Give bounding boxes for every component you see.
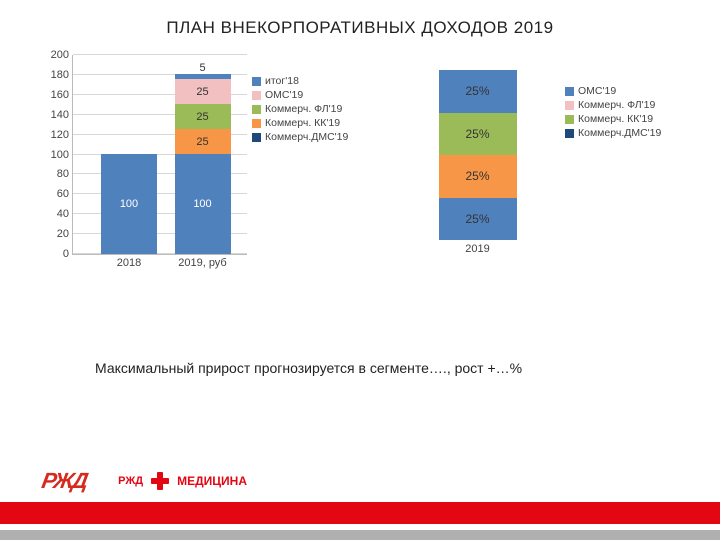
y-tick-label: 20 [57, 228, 73, 240]
chart1-legend: итог'18 ОМС'19 Коммерч. ФЛ'19 Коммерч. КК'1… [252, 75, 348, 145]
x-tick-label: 2019, руб [173, 254, 233, 269]
caption-text: Максимальный прирост прогнозируется в се… [95, 360, 522, 376]
bar-segment: 100 [101, 154, 157, 254]
logo-row: РЖД РЖД МЕДИЦИНА [42, 468, 247, 494]
med-logo-text2: МЕДИЦИНА [177, 474, 247, 488]
bar-segment: 25 [175, 79, 231, 104]
bar-segment: 25 [175, 129, 231, 154]
legend-item: итог'18 [252, 75, 348, 87]
legend-item: Коммерч.ДМС'19 [565, 127, 661, 139]
page-title: ПЛАН ВНЕКОРПОРАТИВНЫХ ДОХОДОВ 2019 [0, 0, 720, 38]
y-tick-label: 100 [51, 149, 73, 161]
chart2-plot: 201925%25%25%25% [400, 70, 555, 240]
y-tick-label: 180 [51, 69, 73, 81]
chart1-plot: 02040608010012014016018020020182019, руб… [72, 55, 247, 255]
y-tick-label: 120 [51, 129, 73, 141]
legend-item: Коммерч. КК'19 [565, 113, 661, 125]
legend-item: Коммерч. ФЛ'19 [565, 99, 661, 111]
bar-segment: 25% [439, 155, 517, 198]
legend-item: ОМС'19 [252, 89, 348, 101]
rzd-medicina-logo: РЖД МЕДИЦИНА [118, 470, 247, 492]
med-cross-icon [149, 470, 171, 492]
y-tick-label: 40 [57, 208, 73, 220]
chart-right: 201925%25%25%25%ОМС'19Коммерч. ФЛ'19Комм… [390, 55, 685, 295]
bar-column: 25%25%25%25% [439, 70, 517, 240]
bar-segment: 25 [175, 104, 231, 129]
y-tick-label: 200 [51, 49, 73, 61]
legend-item: ОМС'19 [565, 85, 661, 97]
bar-segment: 25% [439, 70, 517, 113]
legend-item: Коммерч. КК'19 [252, 117, 348, 129]
bar-column: 1002525255 [175, 55, 231, 254]
bar-segment: 100 [175, 154, 231, 254]
rzd-logo: РЖД [40, 468, 89, 494]
x-tick-label: 2019 [453, 240, 503, 255]
bar-segment: 25% [439, 198, 517, 241]
y-tick-label: 140 [51, 109, 73, 121]
legend-item: Коммерч.ДМС'19 [252, 131, 348, 143]
footer-stripe-grey [0, 530, 720, 540]
bar-segment: 5 [175, 74, 231, 79]
chart2-legend: ОМС'19 Коммерч. ФЛ'19 Коммерч. КК'19 Коммер… [565, 85, 661, 141]
y-tick-label: 160 [51, 89, 73, 101]
x-tick-label: 2018 [99, 254, 159, 269]
y-tick-label: 80 [57, 168, 73, 180]
y-tick-label: 0 [63, 248, 73, 260]
legend-item: Коммерч. ФЛ'19 [252, 103, 348, 115]
y-tick-label: 60 [57, 188, 73, 200]
bar-segment: 25% [439, 113, 517, 156]
slide: ПЛАН ВНЕКОРПОРАТИВНЫХ ДОХОДОВ 2019 02040… [0, 0, 720, 540]
charts-row: 02040608010012014016018020020182019, руб… [40, 55, 700, 295]
chart-left: 02040608010012014016018020020182019, руб… [40, 55, 370, 295]
med-logo-text1: РЖД [118, 475, 143, 487]
bar-column: 100 [101, 55, 157, 254]
footer-stripe-red [0, 502, 720, 524]
